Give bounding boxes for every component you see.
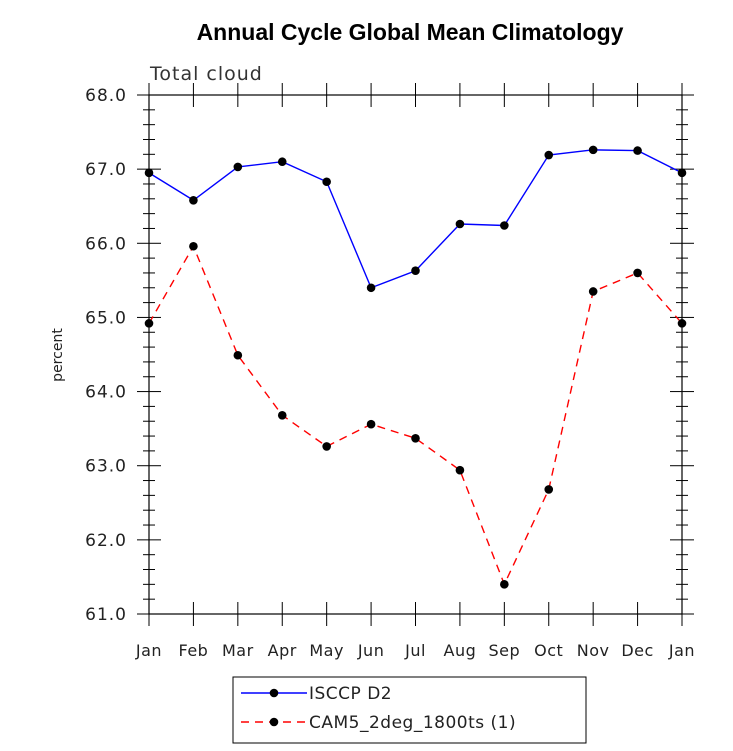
x-tick-label: Oct [534, 641, 563, 660]
series-1-point [233, 162, 243, 172]
y-tick-label: 67.0 [85, 160, 127, 180]
series-1-point [500, 221, 509, 230]
x-tick-label: Sep [489, 641, 521, 660]
y-axis-label: percent [50, 328, 66, 382]
chart-title: Annual Cycle Global Mean Climatology [197, 19, 624, 45]
series-2-point [500, 580, 509, 589]
legend-marker-1 [269, 688, 279, 698]
series-1-point [144, 168, 154, 178]
series-2-point [677, 319, 687, 328]
x-tick-label: Feb [179, 641, 209, 660]
series-2-point [189, 241, 198, 251]
series-2-point [322, 442, 331, 451]
series-2-point [144, 319, 154, 328]
series-layer [144, 145, 687, 589]
x-tick-label: Mar [222, 641, 254, 660]
series-2-point [633, 268, 642, 278]
x-tick-label: Jul [404, 641, 426, 660]
y-tick-label: 61.0 [85, 605, 127, 625]
y-tick-label: 64.0 [85, 383, 127, 403]
x-tick-label: May [309, 641, 344, 660]
x-tick-label: Jun [357, 641, 385, 660]
y-tick-label: 62.0 [85, 531, 127, 551]
series-2-point [455, 465, 465, 475]
series-1-point [633, 146, 642, 155]
y-tick-label: 65.0 [85, 308, 127, 328]
series-2-point [588, 287, 598, 296]
y-tick-label: 68.0 [85, 86, 127, 106]
legend-box [232, 676, 587, 744]
x-tick-label: Dec [621, 641, 653, 660]
series-2-point [277, 410, 287, 420]
series-1-point [544, 150, 554, 160]
y-tick-label: 66.0 [85, 234, 127, 254]
chart-subtitle: Total cloud [149, 63, 263, 85]
axes: 61.0 62.0 63.0 64.0 65.0 66.0 67.0 68.0 Jan Feb Ma… [85, 83, 695, 660]
series-line-2 [148, 244, 683, 587]
series-1-point [455, 219, 465, 229]
x-tick-label: Jan [135, 641, 162, 660]
legend: ISCCP D2 CAM5_2deg_1800ts (1) [232, 676, 587, 744]
series-2-point [366, 419, 376, 429]
legend-label-1: ISCCP D2 [309, 684, 392, 704]
series-2-point [411, 433, 420, 443]
x-tick-label: Jan [668, 641, 695, 660]
series-2-point [544, 485, 554, 494]
series-1-point [366, 283, 376, 293]
x-tick-label: Aug [444, 641, 477, 660]
y-tick-label: 63.0 [85, 457, 127, 477]
series-1-point [277, 157, 287, 167]
legend-marker-2 [269, 717, 279, 727]
series-1-point [677, 168, 687, 178]
series-1-point [588, 145, 598, 155]
series-2-point [233, 350, 243, 360]
x-tick-label: Apr [268, 641, 297, 660]
series-1-point [411, 266, 420, 276]
series-1-point [189, 195, 198, 205]
x-tick-label: Nov [577, 641, 610, 660]
legend-label-2: CAM5_2deg_1800ts (1) [309, 713, 516, 733]
series-1-point [322, 177, 331, 187]
